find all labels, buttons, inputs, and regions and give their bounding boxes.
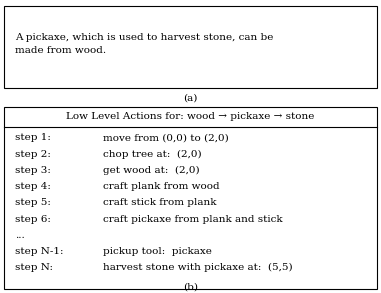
Text: step 4:: step 4: [15,182,51,191]
Text: chop tree at:  (2,0): chop tree at: (2,0) [103,150,202,159]
Text: get wood at:  (2,0): get wood at: (2,0) [103,166,200,175]
Text: step 5:: step 5: [15,198,51,207]
Text: craft pickaxe from plank and stick: craft pickaxe from plank and stick [103,214,282,224]
FancyBboxPatch shape [4,107,377,289]
Text: craft plank from wood: craft plank from wood [103,182,219,191]
Text: Low Level Actions for: wood → pickaxe → stone: Low Level Actions for: wood → pickaxe → … [66,112,315,121]
Text: harvest stone with pickaxe at:  (5,5): harvest stone with pickaxe at: (5,5) [103,263,293,272]
Text: step 2:: step 2: [15,150,51,159]
Text: step N:: step N: [15,263,53,272]
Text: (a): (a) [183,93,198,102]
Text: ...: ... [15,231,25,240]
Text: pickup tool:  pickaxe: pickup tool: pickaxe [103,247,212,256]
Text: move from (0,0) to (2,0): move from (0,0) to (2,0) [103,134,229,142]
Text: step 6:: step 6: [15,214,51,224]
Text: A pickaxe, which is used to harvest stone, can be
made from wood.: A pickaxe, which is used to harvest ston… [15,33,274,54]
Text: step N-1:: step N-1: [15,247,64,256]
Text: craft stick from plank: craft stick from plank [103,198,216,207]
FancyBboxPatch shape [4,6,377,88]
Text: step 3:: step 3: [15,166,51,175]
Text: step 1:: step 1: [15,134,51,142]
Text: (b): (b) [183,283,198,292]
